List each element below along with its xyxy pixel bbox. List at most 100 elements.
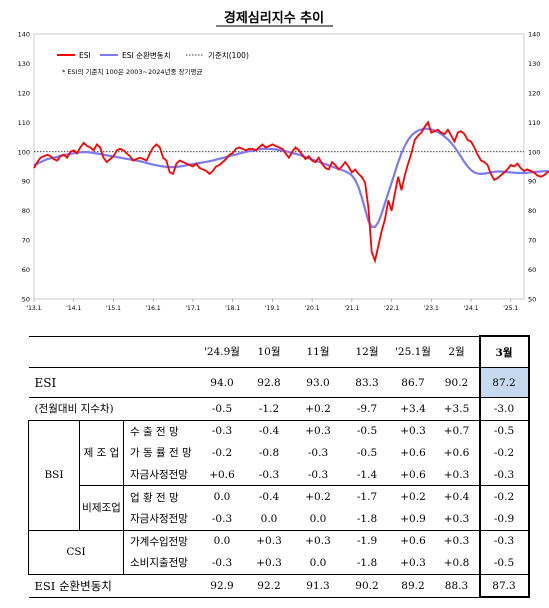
y-tick-label-right: 140 (528, 31, 540, 39)
row-label-funding-nonmfg: 자금사정전망 (123, 507, 200, 531)
table-row-business: 비제조업 업 황 전 망 0.0 -0.4 +0.2 -1.7 +0.2 +0.… (29, 485, 530, 531)
table-cell: 0.0 (199, 485, 245, 508)
col-header: 12월 (342, 335, 392, 368)
row-label-household-income: 가계수입전망 (123, 529, 200, 553)
x-tick-label: '18.1 (225, 305, 240, 312)
table-cell: +0.6 (400, 468, 426, 481)
y-tick-label-left: 120 (18, 89, 30, 97)
table-cell: +0.3 (434, 529, 480, 553)
table-cell: -3.0 (478, 397, 530, 421)
group-label-manufacturing: 제 조 업 (79, 419, 124, 486)
table-cell: 88.3 (434, 573, 480, 598)
row-label-business: 업 황 전 망 (123, 485, 200, 508)
table-row-diff: (전월대비 지수차) -0.5 -1.2 +0.2 -9.7 +3.4 +3.5… (28, 397, 530, 421)
col-header: 2월 (434, 335, 480, 368)
y-tick-label-right: 100 (528, 148, 540, 156)
table-cell: -0.3 (307, 468, 329, 481)
x-tick-label: '23.1 (424, 305, 439, 312)
row-label-diff: (전월대비 지수차) (28, 397, 200, 421)
table-cell: -0.3 (211, 556, 233, 569)
table-cell: +0.3 (244, 529, 294, 553)
x-tick-label: '17.1 (185, 305, 200, 312)
table-cell: 92.8 (244, 367, 294, 398)
y-axis-left: 50 60 70 80 90 100 110 120 130 140 (18, 31, 30, 304)
table-cell: +0.2 (391, 485, 435, 508)
table-cell: 0.0 (309, 512, 327, 525)
x-tick-label: '25.1 (503, 305, 518, 312)
table-cell: -0.2 (478, 485, 530, 508)
table-cell: 92.9 (199, 573, 245, 598)
col-header: '25.1월 (391, 335, 435, 368)
col-header: 10월 (244, 335, 294, 368)
col-header-current: 3월 (478, 335, 530, 368)
table-cell: 89.2 (391, 573, 435, 598)
chart-note: * ESI의 기준치 100은 2003~2024년중 장기평균 (62, 67, 202, 76)
table-cell: 94.0 (199, 367, 245, 398)
esi-line-chart: 경제심리지수 추이 50 60 70 80 90 100 110 120 130 140 50 60… (18, 10, 549, 312)
y-tick-label-left: 80 (22, 207, 30, 215)
table-cell: -1.9 (342, 529, 392, 553)
table-cell: 91.3 (293, 573, 343, 598)
col-header: 11월 (293, 335, 343, 368)
table-cell: +0.6 (400, 446, 426, 459)
table-cell: -0.8 (258, 446, 280, 459)
table-row-export: BSI 제 조 업 수 출 전 망 -0.3 -0.4 +0.3 -0.5 +0… (28, 419, 530, 531)
x-tick-label: '14.1 (66, 305, 81, 312)
table-cell: -1.8 (356, 512, 378, 525)
x-tick-label: '13.1 (26, 305, 41, 312)
table-cell: -1.2 (244, 397, 294, 421)
row-label-consumption: 소비지출전망 (123, 552, 200, 575)
table-cell: +0.3 (293, 419, 343, 443)
table-cell: +0.3 (443, 468, 470, 481)
table-cell: +3.5 (434, 397, 480, 421)
y-tick-label-left: 110 (18, 119, 30, 127)
y-tick-label-right: 110 (528, 119, 540, 127)
series-esi-line (33, 120, 549, 264)
table-cell: -0.5 (356, 446, 378, 459)
table-cell: 0.0 (309, 556, 327, 569)
table-cell: +0.7 (434, 419, 480, 443)
y-tick-label-right: 80 (528, 207, 536, 215)
row-label-utilization: 가 동 률 전 망 (123, 442, 200, 464)
x-tick-label: '15.1 (106, 305, 121, 312)
y-tick-label-left: 100 (18, 148, 30, 156)
row-label-funding-mfg: 자금사정전망 (123, 463, 200, 486)
table-cell: +0.9 (400, 512, 426, 525)
table-cell: -0.5 (199, 397, 245, 421)
y-axis-right: 50 60 70 80 90 100 110 120 130 140 (528, 31, 540, 304)
table-cell: +0.2 (293, 485, 343, 508)
indicator-table: '24.9월 10월 11월 12월 '25.1월 2월 3월 ESI 94.0… (28, 335, 530, 599)
table-cell: -0.3 (478, 463, 530, 486)
table-cell: +0.8 (443, 556, 470, 569)
x-tick-label: '21.1 (344, 305, 359, 312)
table-cell: -0.5 (478, 419, 530, 443)
table-row-household-income: CSI 가계수입전망 0.0 +0.3 +0.3 -1.9 +0.6 +0.3 … (28, 529, 530, 575)
table-cell: -9.7 (342, 397, 392, 421)
table-cell: 0.0 (260, 512, 278, 525)
legend: ESI ESI 순환변동치 기준치(100) (57, 50, 249, 60)
table-cell: -0.3 (258, 468, 280, 481)
y-tick-label-left: 50 (22, 296, 30, 304)
y-tick-label-left: 130 (18, 60, 30, 68)
table-row-consumption: 소비지출전망 -0.3 +0.3 0.0 -1.8 +0.3 +0.8 -0.5 (29, 552, 530, 575)
group-label-non-manufacturing: 비제조업 (79, 485, 124, 531)
y-tick-label-right: 60 (528, 266, 536, 274)
table-cell: -0.3 (307, 446, 329, 459)
table-cell: 92.2 (244, 573, 294, 598)
x-tick-label: '22.1 (384, 305, 399, 312)
table-cell: -0.5 (478, 552, 530, 575)
table-cell: -0.3 (199, 419, 245, 443)
y-tick-label-left: 140 (18, 31, 30, 39)
table-cell: -0.9 (478, 507, 530, 531)
table-cell: 83.3 (342, 367, 392, 398)
table-cell: -0.3 (211, 512, 233, 525)
table-row-cycle: ESI 순환변동치 92.9 92.2 91.3 90.2 89.2 88.3 … (28, 573, 530, 599)
table-cell: -1.4 (356, 468, 378, 481)
x-tick-label: '19.1 (265, 305, 280, 312)
table-cell: +0.2 (293, 397, 343, 421)
table-cell: +0.3 (400, 556, 426, 569)
legend-label-reference: 기준치(100) (208, 51, 249, 60)
y-tick-label-right: 70 (528, 237, 536, 245)
table-cell-highlight: 87.2 (478, 367, 530, 398)
row-label-cycle: ESI 순환변동치 (28, 573, 200, 598)
